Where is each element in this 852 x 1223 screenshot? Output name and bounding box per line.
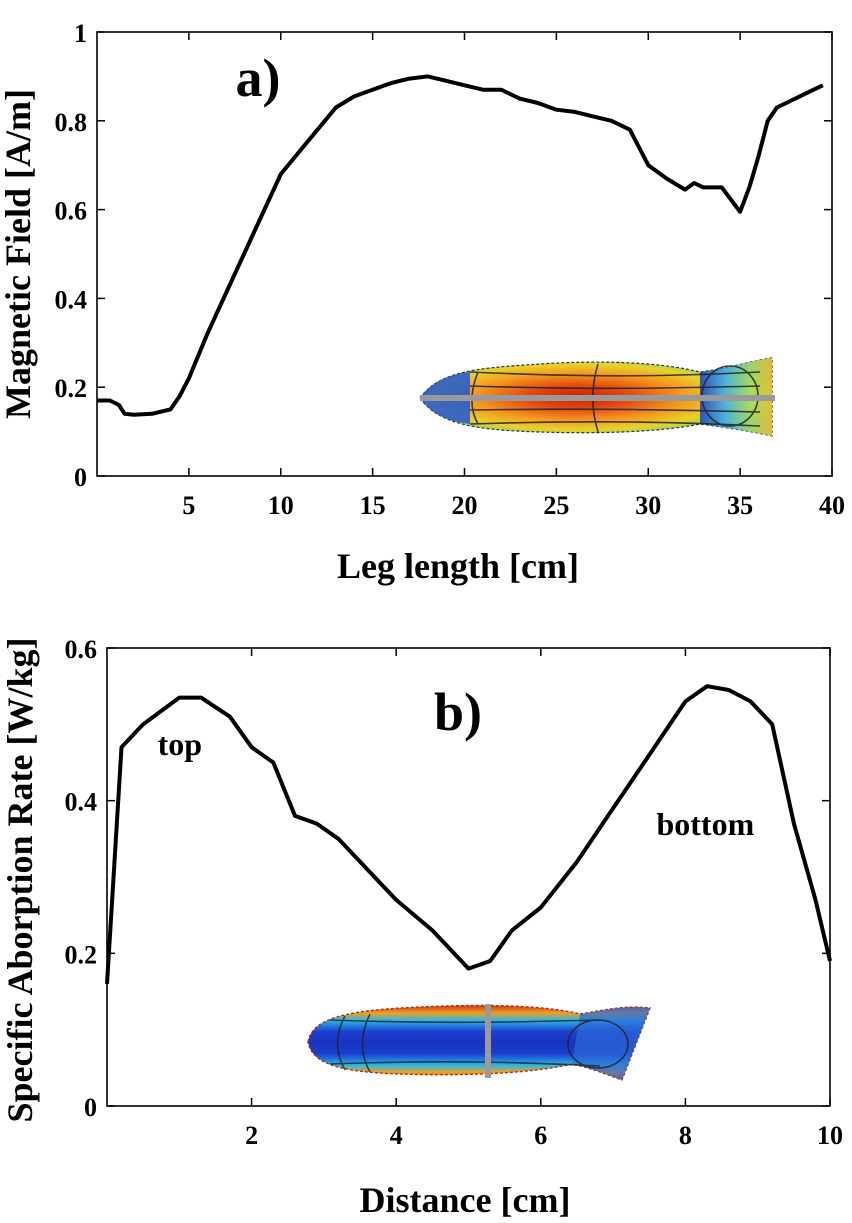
panel-b-x-tick-label: 10 <box>817 1121 843 1150</box>
panel-a-x-tick-label: 10 <box>268 491 294 520</box>
panel-a-x-tick-label: 20 <box>452 491 478 520</box>
panel-b-y-axis-label: Specific Aborption Rate [W/kg] <box>0 638 40 1123</box>
annotation-bottom: bottom <box>656 806 754 842</box>
panel-a: 5 10 15 20 25 30 35 40 0 0.2 0.4 0.6 0.8 1 a) Leg len… <box>0 19 845 586</box>
panel-b-x-axis-label: Distance [cm] <box>360 1180 571 1220</box>
panel-a-y-tick-label: 0.2 <box>55 374 88 403</box>
panel-a-x-tick-label: 25 <box>543 491 569 520</box>
panel-b-series-line <box>105 684 832 985</box>
panel-a-x-axis-label: Leg length [cm] <box>337 546 579 586</box>
panel-a-ticks <box>97 31 833 477</box>
panel-b-x-tick-label: 6 <box>534 1121 547 1150</box>
panel-a-y-tick-label: 0 <box>74 463 87 492</box>
panel-b-y-tick-label: 0.6 <box>65 635 98 664</box>
panel-a-series-line <box>97 74 824 417</box>
panel-a-y-tick-label: 1 <box>74 19 87 48</box>
panel-b-y-tick-label: 0.4 <box>65 788 98 817</box>
panel-a-x-tick-label: 40 <box>819 491 845 520</box>
panel-b-x-tick-label: 2 <box>245 1121 258 1150</box>
panel-b-inset-leg-model <box>307 1004 651 1081</box>
panel-a-y-tick-label: 0.8 <box>55 108 88 137</box>
panel-a-label: a) <box>236 48 281 108</box>
panel-a-y-axis-label: Magnetic Field [A/m] <box>0 89 38 419</box>
panel-a-x-tick-label: 30 <box>635 491 661 520</box>
panel-a-x-tick-label: 35 <box>727 491 753 520</box>
panel-b-ticks <box>107 647 831 1107</box>
panel-a-x-tick-label: 5 <box>182 491 195 520</box>
panel-b-y-tick-label: 0 <box>84 1093 97 1122</box>
panel-a-y-tick-label: 0.6 <box>55 197 88 226</box>
panel-b-x-tick-label: 8 <box>679 1121 692 1150</box>
panel-a-x-tick-label: 15 <box>360 491 386 520</box>
panel-b-tick-labels: 2 4 6 8 10 0 0.2 0.4 0.6 <box>65 635 844 1150</box>
panel-b: 2 4 6 8 10 0 0.2 0.4 0.6 b) top bottom Distance … <box>0 635 843 1220</box>
panel-b-label: b) <box>434 682 482 742</box>
panel-a-inset-leg-model <box>419 357 775 437</box>
panel-b-x-tick-label: 4 <box>390 1121 403 1150</box>
panel-a-tick-labels: 5 10 15 20 25 30 35 40 0 0.2 0.4 0.6 0.8 1 <box>55 19 846 520</box>
panel-a-y-tick-label: 0.4 <box>55 285 88 314</box>
panel-b-y-tick-label: 0.2 <box>65 940 98 969</box>
panel-b-frame <box>106 647 831 1107</box>
annotation-top: top <box>158 726 202 762</box>
